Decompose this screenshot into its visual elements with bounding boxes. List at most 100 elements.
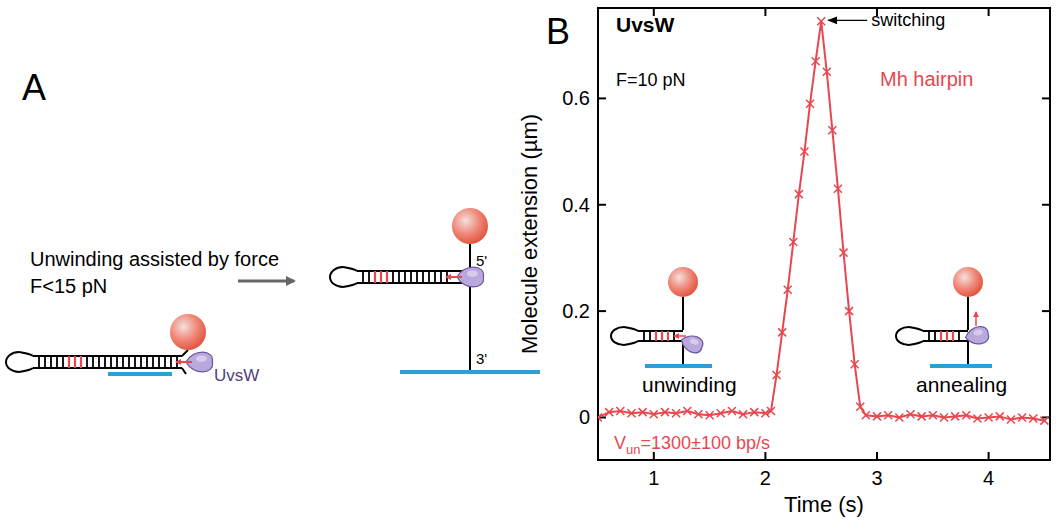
- base-pair: [92, 356, 94, 368]
- data-point: [778, 328, 786, 336]
- data-point: [823, 68, 831, 76]
- strand: [967, 297, 969, 330]
- data-point: [906, 410, 914, 418]
- base-pair: [946, 331, 948, 341]
- base-pair: [404, 271, 406, 283]
- direction-arrow: [674, 335, 686, 337]
- data-point: [951, 412, 959, 420]
- data-point: [828, 126, 836, 134]
- base-pair: [410, 271, 412, 283]
- base-pair: [146, 356, 148, 368]
- series-label: Mh hairpin: [880, 68, 973, 90]
- data-point: [973, 415, 981, 423]
- y-tick: [598, 97, 606, 99]
- base-pair: [434, 271, 436, 283]
- loop-mask: [19, 351, 34, 373]
- base-pair: [86, 356, 88, 368]
- data-point: [817, 17, 825, 25]
- velocity-label: Vun=1300±100 bp/s: [614, 433, 770, 457]
- loop-mask: [624, 326, 639, 346]
- base-pair: [398, 271, 400, 283]
- base-pair: [122, 356, 124, 368]
- y-axis-title: Molecule extension (µm): [517, 114, 542, 354]
- base-pair: [368, 271, 370, 283]
- strand: [182, 368, 186, 374]
- strand: [682, 297, 684, 330]
- x-axis-title: Time (s): [784, 492, 864, 517]
- data-group: [598, 17, 1048, 424]
- y-tick: [598, 204, 606, 206]
- data-point: [616, 407, 624, 415]
- x-tick-label: 4: [983, 467, 994, 489]
- loop-mask: [343, 266, 358, 288]
- base-pair: [164, 356, 166, 368]
- chart-title: UvsW: [616, 13, 675, 36]
- surface: [108, 372, 172, 376]
- data-point: [784, 286, 792, 294]
- base-pair: [44, 356, 46, 368]
- base-pair: [134, 356, 136, 368]
- data-point: [795, 190, 803, 198]
- base-pair: [643, 331, 645, 341]
- base-pair: [362, 271, 364, 283]
- x-tick: [876, 452, 878, 460]
- velocity-symbol: V: [614, 433, 626, 453]
- base-pair: [422, 271, 424, 283]
- bead: [953, 267, 983, 297]
- base-pair: [62, 356, 64, 368]
- strand: [469, 283, 471, 370]
- data-point: [834, 185, 842, 193]
- data-point: [639, 408, 647, 416]
- x-tick-label: 2: [760, 467, 771, 489]
- y-tick: [598, 310, 606, 312]
- panel-letter: B: [546, 11, 570, 52]
- data-point: [767, 407, 775, 415]
- data-point: [985, 413, 993, 421]
- base-pair: [440, 271, 442, 283]
- data-point: [962, 411, 970, 419]
- panel-a: AUnwinding assisted by forceF<15 pNUvsW5…: [6, 67, 540, 385]
- x-tick-label: 1: [648, 467, 659, 489]
- y-tick-label: 0: [579, 406, 590, 428]
- y-tick-label: 0.6: [562, 87, 590, 109]
- bead: [452, 208, 488, 244]
- series-line: [598, 21, 1044, 420]
- data-point: [918, 412, 926, 420]
- data-point: [1029, 415, 1037, 423]
- helicase-highlight: [467, 270, 478, 277]
- data-point: [929, 411, 937, 419]
- data-point: [940, 413, 948, 421]
- base-pair: [667, 331, 669, 341]
- base-pair: [940, 331, 942, 341]
- base-pair: [80, 356, 82, 368]
- data-point: [627, 409, 635, 417]
- caption: Unwinding assisted by force: [30, 248, 279, 270]
- loop-neck: [19, 352, 33, 372]
- base-pair: [386, 271, 388, 283]
- data-point: [683, 407, 691, 415]
- data-point: [806, 100, 814, 108]
- data-point: [1040, 417, 1048, 425]
- data-point: [661, 408, 669, 416]
- surface: [930, 364, 992, 368]
- base-pair: [952, 331, 954, 341]
- panel-letter: A: [22, 67, 46, 108]
- velocity-text: =1300±100 bp/s: [640, 433, 770, 453]
- x-tick: [988, 452, 990, 460]
- base-pair: [416, 271, 418, 283]
- base-pair: [140, 356, 142, 368]
- data-point: [672, 409, 680, 417]
- data-point: [845, 307, 853, 315]
- loop-neck: [343, 267, 357, 287]
- direction-arrow: [446, 276, 462, 278]
- base-pair: [649, 331, 651, 341]
- helicase-highlight: [689, 338, 699, 346]
- inset-label: annealing: [916, 373, 1007, 396]
- data-point: [862, 411, 870, 419]
- data-point: [717, 409, 725, 417]
- data-point: [840, 249, 848, 257]
- x-tick-top: [764, 8, 766, 16]
- base-pair: [428, 271, 430, 283]
- caption: F<15 pN: [30, 275, 107, 297]
- data-point: [812, 57, 820, 65]
